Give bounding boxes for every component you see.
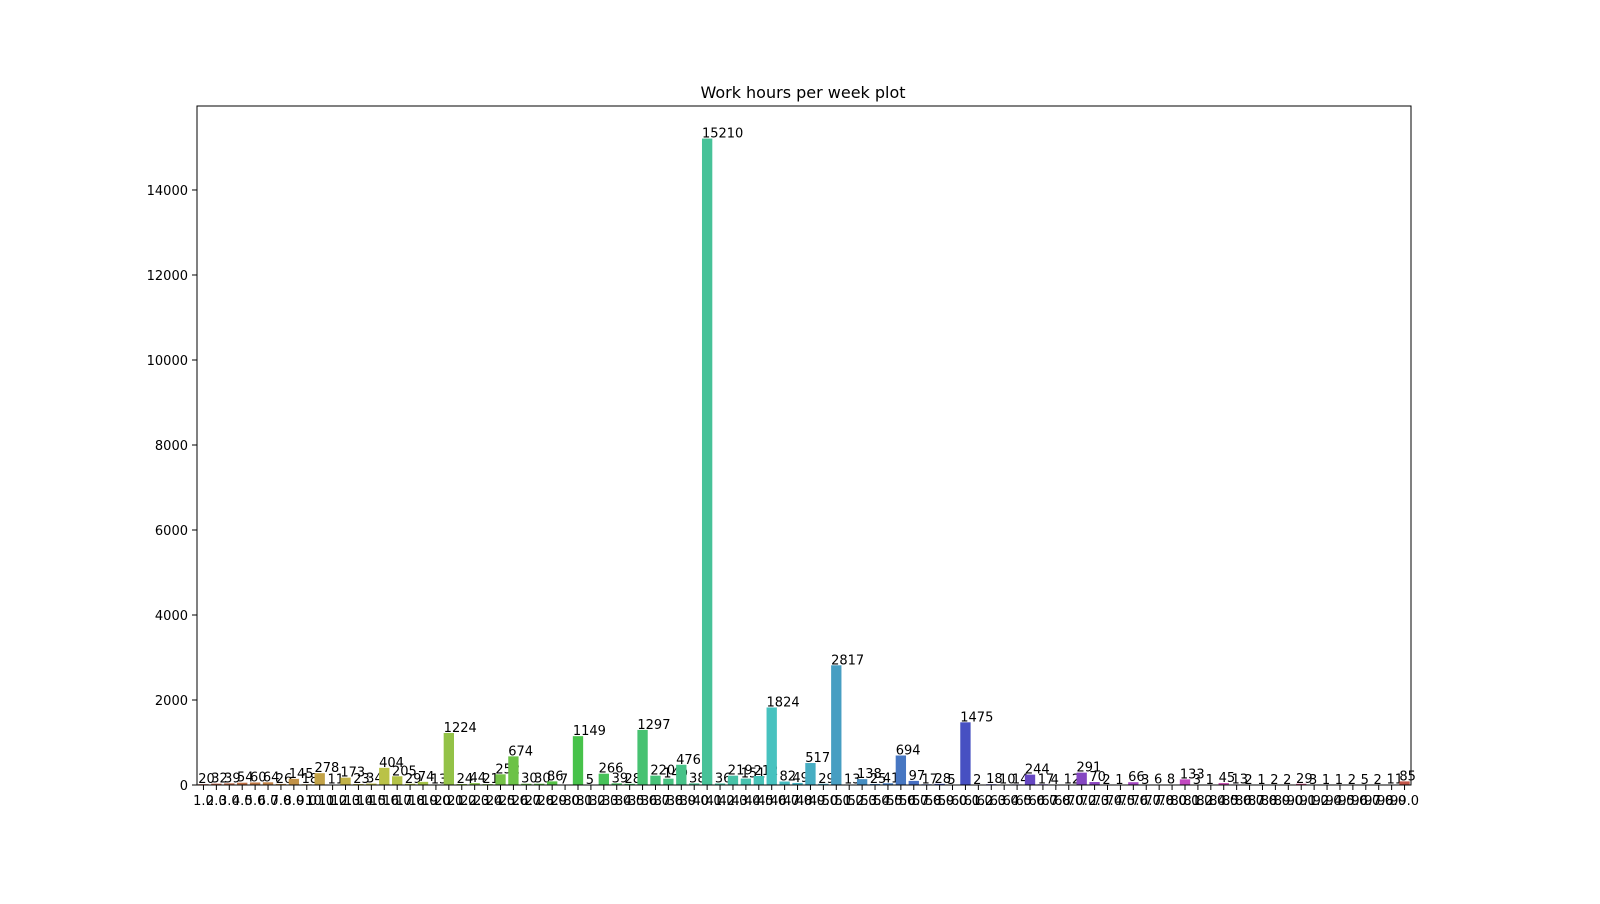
data-label: 2 [973, 773, 981, 788]
data-label: 1475 [960, 710, 993, 725]
bar [508, 756, 518, 785]
data-label: 2817 [831, 653, 864, 668]
data-label: 1224 [444, 721, 477, 736]
y-tick-label: 12000 [147, 269, 188, 284]
data-label: 1 [1322, 773, 1330, 788]
y-tick-label: 2000 [155, 694, 188, 709]
data-label: 1297 [637, 718, 670, 733]
data-label: 3 [1193, 773, 1201, 788]
data-label: 2 [1102, 773, 1110, 788]
data-label: 674 [508, 744, 533, 759]
data-label: 1 [1257, 773, 1265, 788]
bar [831, 665, 841, 785]
plot-frame [197, 106, 1411, 785]
data-label: 1 [1206, 773, 1214, 788]
data-label: 1824 [767, 695, 800, 710]
data-label: 15210 [702, 127, 743, 142]
bar [444, 733, 454, 785]
bar [573, 736, 583, 785]
x-tick-label: 99.0 [1390, 794, 1419, 809]
data-label: 1 [1115, 773, 1123, 788]
bar [960, 722, 970, 785]
data-label: 85 [1399, 769, 1416, 784]
data-label: 517 [805, 751, 830, 766]
data-label: 2 [1270, 773, 1278, 788]
bar [676, 765, 686, 785]
bar [805, 763, 815, 785]
data-label: 2 [1348, 773, 1356, 788]
data-label: 1 [1335, 773, 1343, 788]
data-label: 5 [586, 773, 594, 788]
data-label: 4 [1051, 773, 1059, 788]
data-label: 2 [1283, 773, 1291, 788]
chart-title: Work hours per week plot [700, 83, 905, 102]
bar [637, 730, 647, 785]
data-label: 3 [1141, 773, 1149, 788]
y-tick-label: 10000 [147, 354, 188, 369]
data-label: 1149 [573, 724, 606, 739]
data-label: 694 [896, 744, 921, 759]
bar [767, 707, 777, 785]
y-tick-label: 4000 [155, 609, 188, 624]
bar [702, 139, 712, 785]
data-label: 5 [1361, 773, 1369, 788]
data-label: 476 [676, 753, 701, 768]
data-label: 5 [947, 773, 955, 788]
data-label: 2 [1374, 773, 1382, 788]
y-tick-label: 6000 [155, 524, 188, 539]
y-tick-label: 14000 [147, 184, 188, 199]
y-tick-label: 0 [180, 779, 188, 794]
data-label: 3 [1309, 773, 1317, 788]
data-label: 2 [1244, 773, 1252, 788]
bar [896, 756, 906, 785]
y-tick-label: 8000 [155, 439, 188, 454]
